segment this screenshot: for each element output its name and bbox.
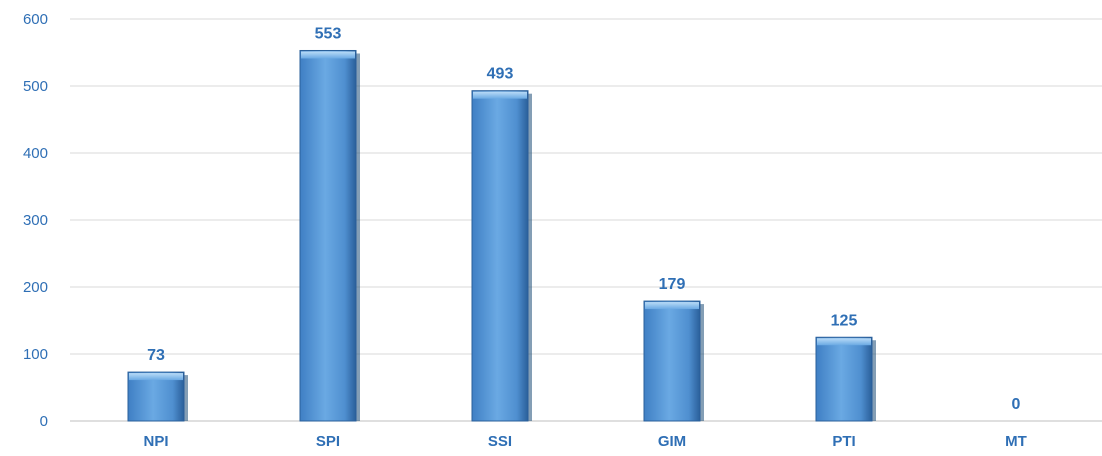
bar-cap [473,91,527,99]
data-label-npi: 73 [147,347,165,364]
bar-body [471,90,529,422]
x-tick-label-spi: SPI [316,433,340,450]
y-tick-label: 100 [23,346,48,363]
x-tick-label-npi: NPI [143,433,168,450]
y-tick-label: 600 [23,11,48,28]
x-tick-label-pti: PTI [832,433,855,450]
data-label-gim: 179 [659,276,686,293]
bar-cap [129,373,183,381]
x-tick-label-mt: MT [1005,433,1027,450]
gridlines [70,18,1102,422]
y-tick-label: 300 [23,212,48,229]
x-tick-label-gim: GIM [658,433,686,450]
bar-body [815,336,873,422]
bar-npi [127,371,188,422]
bar-body [299,49,357,422]
data-labels: 73 553 493 179 125 0 [147,25,1020,413]
data-label-spi: 553 [315,25,342,42]
y-tick-label: 200 [23,279,48,296]
x-tick-label-ssi: SSI [488,433,512,450]
y-tick-label: 500 [23,78,48,95]
x-axis-category-labels: NPI SPI SSI GIM PTI MT [143,433,1026,450]
data-label-ssi: 493 [487,66,514,83]
bar-cap [301,51,355,59]
y-tick-label: 400 [23,145,48,162]
bar-cap [817,338,871,346]
data-label-pti: 125 [831,312,858,329]
bar-spi [299,49,360,422]
y-axis-tick-labels: 0 100 200 300 400 500 600 [23,11,48,430]
bar-gim [643,300,704,422]
bar-pti [815,336,876,422]
bars [127,49,876,422]
data-label-mt: 0 [1012,396,1021,413]
bar-cap [645,302,699,310]
y-tick-label: 0 [40,413,48,430]
bar-ssi [471,90,532,422]
bar-body [643,300,701,422]
bar-body [127,371,185,422]
